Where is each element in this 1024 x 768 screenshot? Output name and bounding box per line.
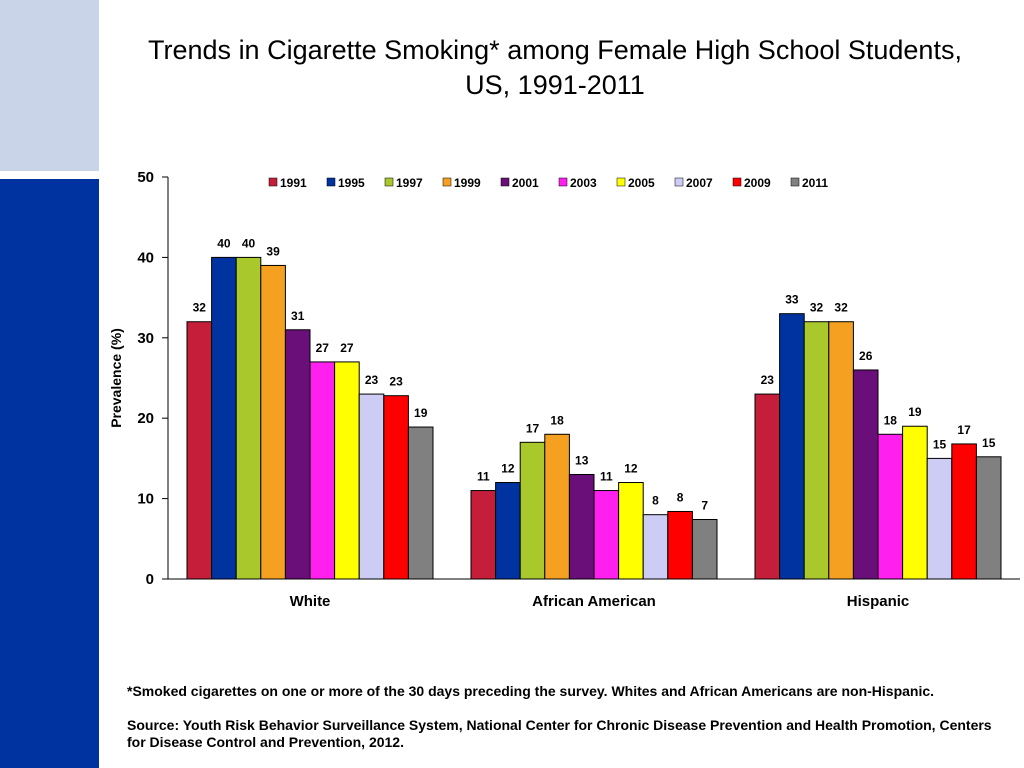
legend-label: 1991: [280, 176, 307, 190]
data-label: 32: [193, 301, 207, 315]
data-label: 32: [834, 301, 848, 315]
data-label: 18: [550, 413, 564, 427]
side-accent-light: [0, 0, 99, 171]
data-label: 12: [624, 462, 638, 476]
data-label: 23: [389, 375, 403, 389]
x-category-label: African American: [532, 593, 656, 610]
y-tick-label: 40: [137, 249, 154, 266]
legend-label: 2003: [570, 176, 597, 190]
bar-1997-white: [235, 256, 262, 580]
data-label: 19: [908, 405, 922, 419]
data-label: 8: [677, 490, 684, 504]
y-tick-label: 30: [137, 330, 154, 347]
bar-2011-hispanic: [975, 456, 1002, 580]
data-label: 17: [526, 421, 540, 435]
legend-swatch: [558, 177, 568, 187]
source-note: Source: Youth Risk Behavior Surveillance…: [127, 717, 992, 750]
legend-label: 2005: [628, 176, 655, 190]
bar-2005-african-american: [618, 482, 644, 580]
data-label: 17: [957, 423, 971, 437]
data-label: 23: [365, 373, 379, 387]
data-label: 27: [316, 341, 330, 355]
bar-1991-hispanic: [754, 393, 781, 580]
data-label: 32: [810, 301, 824, 315]
data-label: 40: [217, 236, 231, 250]
side-accent-dark: [0, 179, 99, 768]
legend-swatch: [384, 177, 394, 187]
bar-1997-african-american: [519, 441, 546, 580]
y-axis-title: Prevalence (%): [108, 328, 124, 428]
data-label: 19: [414, 406, 428, 420]
bar-2003-african-american: [593, 490, 620, 580]
bar-1995-hispanic: [779, 313, 805, 580]
legend-swatch: [674, 177, 684, 187]
legend-swatch: [732, 177, 742, 187]
legend-label: 2001: [512, 176, 539, 190]
footnote: *Smoked cigarettes on one or more of the…: [127, 683, 935, 699]
legend-swatch: [500, 177, 510, 187]
bar-1999-hispanic: [828, 321, 854, 580]
data-label: 8: [652, 494, 659, 508]
legend-label: 2009: [744, 176, 771, 190]
bar-2009-hispanic: [951, 443, 977, 580]
data-label: 11: [600, 470, 613, 484]
data-label: 15: [933, 437, 947, 451]
chart-title-line2: US, 1991-2011: [465, 70, 645, 100]
bar-1999-african-american: [544, 433, 570, 580]
bar-2007-white: [358, 393, 385, 580]
legend-label: 2007: [686, 176, 713, 190]
legend-swatch: [790, 177, 800, 187]
data-label: 11: [477, 470, 490, 484]
legend-label: 1999: [454, 176, 481, 190]
bar-2009-african-american: [667, 510, 693, 580]
data-label: 13: [575, 453, 589, 467]
data-label: 27: [340, 341, 354, 355]
data-label: 15: [982, 436, 996, 450]
legend-swatch: [326, 177, 336, 187]
bar-2005-white: [334, 361, 360, 580]
data-label: 39: [266, 244, 280, 258]
bar-chart: 0 10 20 30 40 50 Prevalence (%) 32 40 40 39 31 27 27 2…: [108, 169, 1020, 610]
bar-2011-white: [407, 426, 434, 580]
bar-2005-hispanic: [902, 425, 928, 580]
bar-1995-african-american: [495, 482, 521, 580]
bar-2011-african-american: [691, 519, 718, 580]
bar-2001-white: [284, 329, 311, 580]
legend-swatch: [268, 177, 278, 187]
y-tick-label: 20: [137, 410, 154, 427]
bar-1991-white: [186, 321, 213, 580]
data-label: 33: [785, 293, 799, 307]
bar-2003-white: [309, 361, 336, 580]
legend-label: 1997: [396, 176, 423, 190]
legend-swatch: [616, 177, 626, 187]
data-label: 31: [291, 309, 305, 323]
x-category-label: White: [290, 593, 331, 610]
x-category-label: Hispanic: [847, 593, 910, 610]
bar-1999-white: [260, 264, 286, 580]
y-tick-label: 10: [137, 491, 154, 508]
data-label: 40: [242, 236, 256, 250]
bar-1995-white: [211, 256, 237, 580]
bar-2001-hispanic: [852, 369, 879, 580]
bar-2001-african-american: [568, 473, 595, 580]
data-label: 18: [884, 413, 898, 427]
data-label: 26: [859, 349, 873, 363]
data-label: 7: [701, 499, 708, 513]
chart-title-line1: Trends in Cigarette Smoking* among Femal…: [148, 35, 962, 65]
bar-2003-hispanic: [877, 433, 904, 580]
bar-2007-hispanic: [926, 457, 953, 580]
y-tick-label: 0: [146, 571, 154, 588]
legend-label: 2011: [802, 176, 828, 190]
bar-2009-white: [383, 395, 409, 580]
data-label: 23: [761, 373, 775, 387]
bar-1991-african-american: [470, 490, 497, 580]
y-tick-label: 50: [137, 169, 154, 186]
legend-label: 1995: [338, 176, 365, 190]
bar-2007-african-american: [642, 514, 669, 580]
legend-swatch: [442, 177, 452, 187]
data-label: 12: [501, 462, 515, 476]
bar-1997-hispanic: [803, 321, 830, 580]
